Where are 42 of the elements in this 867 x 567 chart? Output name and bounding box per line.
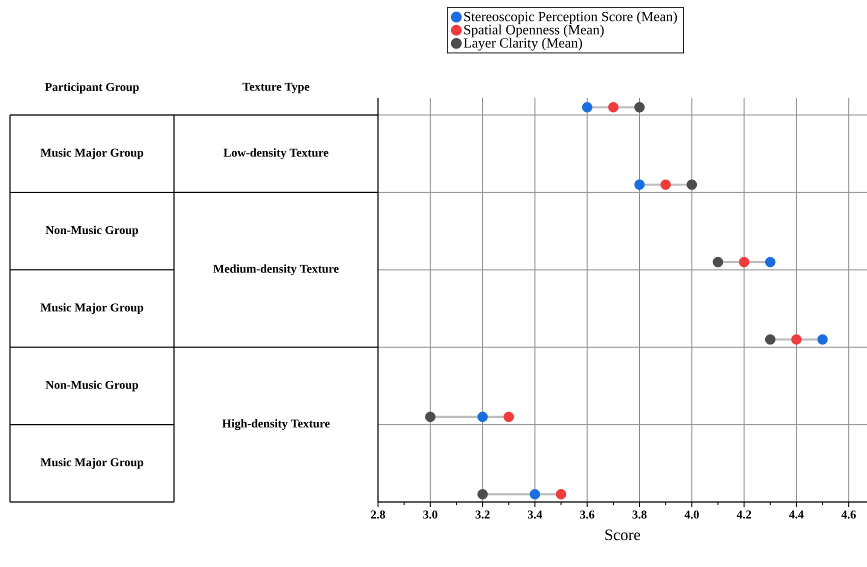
text: High-density Texture — [222, 419, 330, 430]
point — [425, 412, 436, 422]
legend-label: Spatial Openness (Mean) — [464, 24, 604, 38]
point — [765, 334, 776, 345]
x-tick-label: 3.4 — [528, 510, 542, 519]
x-tick-label: 2.8 — [371, 510, 386, 519]
point — [634, 179, 645, 190]
point — [686, 179, 698, 190]
point — [765, 256, 776, 268]
point — [738, 256, 750, 268]
point — [712, 256, 724, 268]
legend-label: Layer Clarity (Mean) — [464, 38, 582, 50]
point — [582, 102, 592, 112]
x-tick-label: 4.6 — [841, 510, 856, 519]
point — [791, 334, 802, 345]
x-tick-label: 3.6 — [580, 510, 594, 519]
point — [477, 412, 488, 422]
x-tick-label: 3.2 — [476, 510, 490, 519]
point — [817, 334, 828, 345]
x-tick-label: 3.8 — [632, 510, 647, 519]
point — [556, 489, 566, 500]
x-tick-label: 4.0 — [684, 510, 699, 519]
text: Music Major Group — [40, 148, 144, 160]
text: Music Major Group — [40, 458, 144, 469]
text: Non-Music Group — [46, 226, 138, 237]
point — [504, 412, 514, 422]
text: Music Major Group — [40, 303, 144, 314]
text: Participant Group — [44, 82, 139, 94]
point — [477, 489, 488, 500]
point — [530, 489, 540, 500]
x-axis-title: Score — [605, 529, 640, 540]
text: Non-Music Group — [46, 380, 138, 392]
legend-label: Stereoscopic Perception Score (Mean) — [464, 11, 677, 24]
text: Texture Type — [242, 82, 310, 94]
x-tick-label: 3.0 — [423, 510, 438, 519]
text: Low-density Texture — [224, 148, 328, 160]
point — [608, 102, 619, 112]
point — [660, 179, 671, 190]
x-tick-label: 4.4 — [789, 510, 804, 519]
text: Medium-density Texture — [213, 264, 339, 276]
point — [634, 102, 645, 112]
x-tick-label: 4.2 — [736, 510, 752, 519]
